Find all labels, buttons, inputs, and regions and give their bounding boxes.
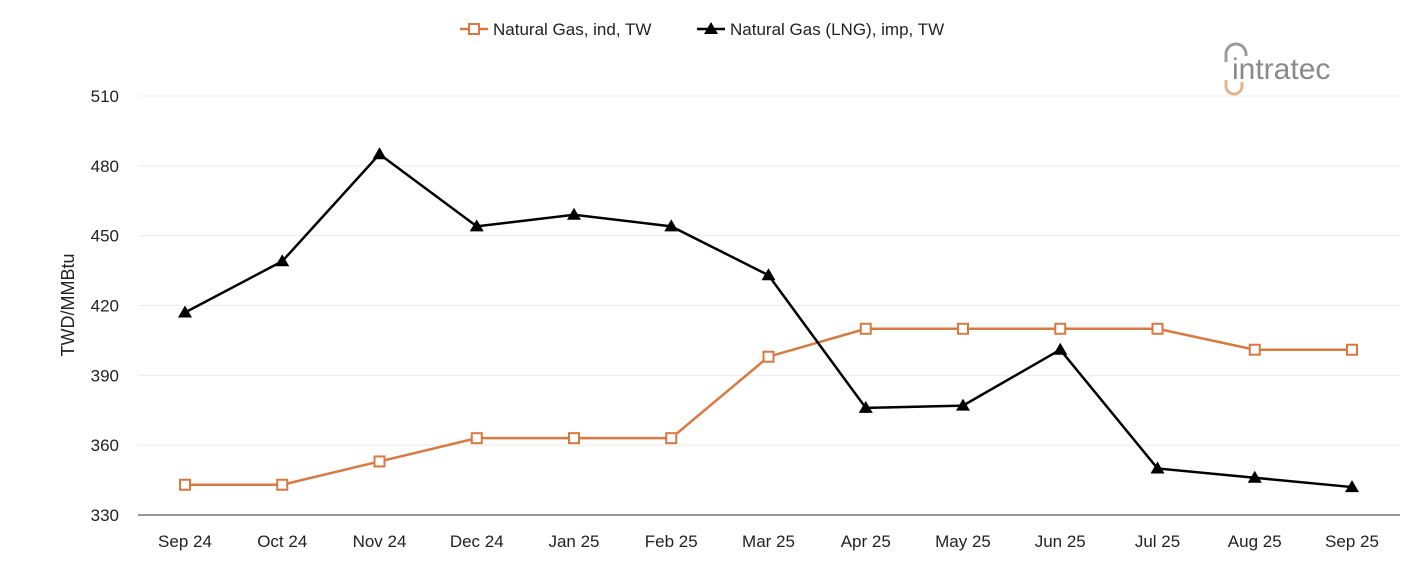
triangle-marker [1053, 342, 1068, 355]
series [178, 147, 1359, 493]
legend-label: Natural Gas (LNG), imp, TW [730, 20, 944, 39]
x-tick-label: May 25 [935, 532, 991, 551]
square-marker [1248, 343, 1261, 356]
y-axis-label: TWD/MMBtu [58, 254, 78, 357]
triangle-marker [858, 400, 873, 413]
x-tick-label: Dec 24 [450, 532, 504, 551]
square-marker [859, 322, 872, 335]
x-tick-label: Apr 25 [841, 532, 891, 551]
y-tick-label: 450 [91, 227, 119, 246]
series-0 [179, 322, 1358, 491]
triangle-marker [704, 22, 718, 34]
triangle-marker [1150, 461, 1165, 474]
x-tick-label: Aug 25 [1228, 532, 1282, 551]
triangle-marker [275, 254, 290, 267]
legend-item: Natural Gas, ind, TW [460, 20, 651, 39]
square-marker [373, 455, 386, 468]
x-axis-ticks: Sep 24 Oct 24 Nov 24 Dec 24 Jan 25 Feb 25 Mar … [158, 532, 1379, 551]
x-tick-label: Feb 25 [645, 532, 698, 551]
grid [138, 95, 1400, 446]
triangle-marker [956, 398, 970, 411]
x-tick-label: Mar 25 [742, 532, 795, 551]
square-marker [568, 432, 580, 445]
triangle-marker [664, 219, 679, 232]
x-tick-label: Oct 24 [257, 532, 307, 551]
y-tick-label: 420 [91, 297, 119, 316]
x-tick-label: Jun 25 [1035, 532, 1086, 551]
triangle-marker [469, 219, 484, 232]
legend: Natural Gas, ind, TW Natural Gas (LNG), i… [460, 20, 944, 39]
triangle-marker [761, 268, 776, 281]
legend-label: Natural Gas, ind, TW [493, 20, 651, 39]
triangle-marker [372, 147, 387, 160]
square-marker [468, 23, 480, 35]
square-marker [665, 432, 678, 445]
y-tick-label: 390 [91, 366, 119, 385]
series-1 [178, 147, 1359, 493]
x-tick-label: Jul 25 [1135, 532, 1180, 551]
square-marker [470, 432, 483, 445]
square-marker [1151, 322, 1164, 335]
y-tick-label: 330 [91, 506, 119, 525]
triangle-marker [567, 207, 581, 220]
triangle-marker [178, 305, 192, 318]
svg-text:intratec: intratec [1232, 53, 1330, 86]
square-marker [762, 350, 775, 363]
y-tick-label: 510 [91, 87, 119, 106]
x-tick-label: Jan 25 [548, 532, 599, 551]
intratec-logo: intratec [1224, 42, 1330, 96]
square-marker [1346, 343, 1358, 356]
triangle-marker [1247, 470, 1262, 483]
square-marker [179, 478, 191, 491]
x-tick-label: Sep 24 [158, 532, 212, 551]
y-tick-label: 360 [91, 436, 119, 455]
square-marker [957, 322, 969, 335]
square-marker [276, 478, 289, 491]
y-axis-ticks: 330 360 390 420 450 480 510 [91, 87, 119, 525]
triangle-marker [1345, 480, 1359, 493]
series-line [184, 152, 1353, 489]
x-tick-label: Nov 24 [353, 532, 407, 551]
y-tick-label: 480 [91, 157, 119, 176]
square-marker [1054, 322, 1067, 335]
legend-item: Natural Gas (LNG), imp, TW [697, 20, 944, 39]
x-tick-label: Sep 25 [1325, 532, 1379, 551]
